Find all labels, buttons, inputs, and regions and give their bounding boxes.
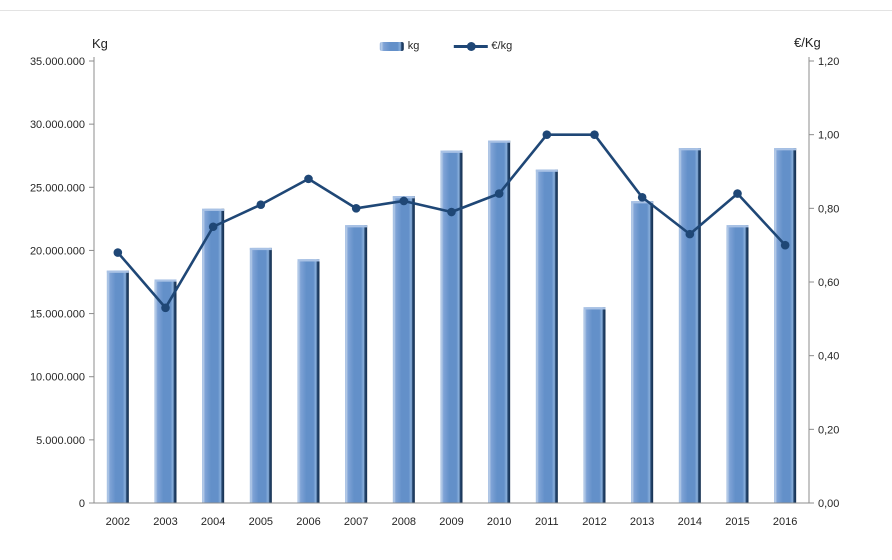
bar-2008 <box>392 196 415 503</box>
y2-tick-label: 0,60 <box>818 277 839 289</box>
x-axis-label: 2014 <box>678 516 702 528</box>
bar-cap <box>345 225 368 228</box>
x-axis-label: 2005 <box>249 516 273 528</box>
x-axis-label: 2004 <box>201 516 225 528</box>
y1-axis-title: Kg <box>92 36 108 51</box>
x-axis-label: 2016 <box>773 516 797 528</box>
bar-swatch-icon <box>379 41 404 51</box>
y2-axis-title: €/Kg <box>794 35 821 50</box>
line-point-2016 <box>780 240 790 250</box>
y1-tick-label: 35.000.000 <box>30 56 85 68</box>
legend-item-eur-per-kg: €/kg <box>453 40 512 52</box>
bar-2016 <box>774 148 797 503</box>
x-axis-label: 2009 <box>439 516 463 528</box>
line-point-2014 <box>685 229 695 239</box>
bar-2007 <box>345 225 368 503</box>
line-point-2004 <box>208 222 218 232</box>
bar-2013 <box>631 201 654 504</box>
line-point-2009 <box>447 207 456 217</box>
y2-tick-label: 1,20 <box>818 56 839 68</box>
bar-cap <box>678 148 701 151</box>
x-axis-label: 2003 <box>153 516 177 528</box>
x-axis-label: 2013 <box>630 516 654 528</box>
line-point-2011 <box>542 130 552 139</box>
legend-item-kg: kg <box>379 40 420 52</box>
y2-tick-label: 0,80 <box>818 203 839 215</box>
bar-cap <box>488 140 511 143</box>
bar-cap <box>154 279 177 282</box>
bar-cap <box>631 201 654 204</box>
bar-2012 <box>583 307 606 503</box>
legend-label-eur-per-kg: €/kg <box>491 40 513 52</box>
y1-tick-label: 15.000.000 <box>30 309 85 321</box>
x-axis-label: 2012 <box>582 516 606 528</box>
bar-cap <box>535 169 558 172</box>
y1-tick-label: 5.000.000 <box>36 435 85 447</box>
x-axis-label: 2006 <box>296 516 320 528</box>
y2-tick-label: 0,40 <box>818 351 839 363</box>
bar-cap <box>106 270 129 273</box>
top-border-line <box>0 10 892 11</box>
line-point-2010 <box>494 189 504 198</box>
y1-tick-label: 10.000.000 <box>30 372 85 384</box>
bar-2011 <box>535 169 558 503</box>
line-point-2007 <box>351 204 361 213</box>
bar-2002 <box>106 270 129 503</box>
x-axis-label: 2007 <box>344 516 368 528</box>
x-axis-label: 2002 <box>106 516 130 528</box>
line-point-2013 <box>637 192 647 202</box>
bar-2006 <box>297 259 320 503</box>
legend-label-kg: kg <box>407 40 420 52</box>
line-point-2002 <box>113 248 123 257</box>
x-axis-label: 2011 <box>535 516 559 528</box>
bar-2003 <box>154 279 177 503</box>
line-point-2005 <box>256 200 266 209</box>
bar-2009 <box>440 150 463 504</box>
line-point-2003 <box>161 303 170 313</box>
y1-tick-label: 30.000.000 <box>30 119 85 131</box>
line-swatch-dot <box>466 41 476 51</box>
bar-cap <box>202 208 225 211</box>
line-point-2006 <box>304 174 313 184</box>
bar-2004 <box>202 208 225 504</box>
bar-cap <box>583 307 606 310</box>
bar-cap <box>297 259 320 262</box>
legend: kg €/kg <box>379 40 512 52</box>
line-point-2015 <box>733 189 742 198</box>
x-axis-label: 2008 <box>392 516 416 528</box>
bar-cap <box>726 225 749 228</box>
bar-2010 <box>488 140 511 503</box>
bar-2005 <box>249 247 272 503</box>
x-axis-label: 2015 <box>725 516 749 528</box>
bar-2014 <box>678 148 701 503</box>
y1-tick-label: 25.000.000 <box>30 182 85 194</box>
x-axis-label: 2010 <box>487 516 511 528</box>
bar-2015 <box>726 225 749 503</box>
line-point-2008 <box>399 196 409 206</box>
y1-tick-label: 0 <box>79 498 85 510</box>
y2-tick-label: 0,00 <box>818 498 839 510</box>
y1-tick-label: 20.000.000 <box>30 245 85 257</box>
line-point-2012 <box>590 130 599 139</box>
bar-cap <box>774 148 797 151</box>
line-swatch-icon <box>453 41 488 52</box>
bar-cap <box>440 150 463 153</box>
bar-cap <box>249 247 272 251</box>
y2-tick-label: 0,20 <box>818 424 839 436</box>
y2-tick-label: 1,00 <box>818 130 839 142</box>
